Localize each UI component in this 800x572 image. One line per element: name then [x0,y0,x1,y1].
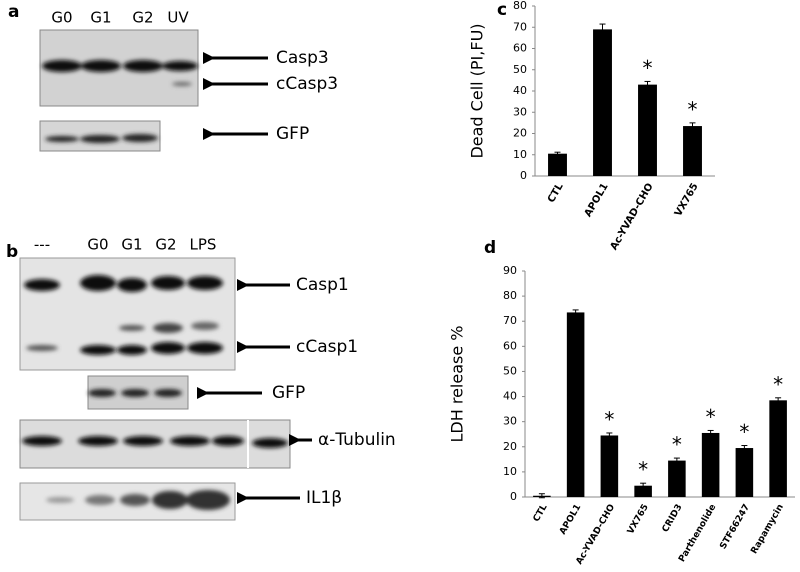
error-bar [689,122,696,130]
y-tick-label: 50 [503,364,517,377]
lane-label: G1 [121,236,142,254]
y-axis-label: LDH release % [448,326,467,443]
bar [701,432,720,497]
band-label: IL1β [306,488,342,508]
error-bar [538,493,545,499]
bar [593,29,612,176]
y-tick-label: 40 [503,390,517,403]
blot [19,257,236,371]
x-tick-label: APOL1 [558,503,583,537]
significance-marker: * [672,433,682,457]
significance-marker: * [643,56,653,80]
bar [769,400,787,497]
y-tick-label: 10 [503,465,517,478]
band-label: GFP [272,383,305,403]
y-tick-label: 70 [513,20,527,33]
band-label: Casp3 [276,48,329,68]
y-tick-label: 80 [503,289,517,302]
y-tick-label: 20 [513,127,527,140]
y-tick-label: 20 [503,440,517,453]
error-bar [741,445,748,452]
error-bar [707,429,714,436]
y-axis-label: Dead Cell (PI,FU) [468,23,487,158]
significance-marker: * [688,97,698,121]
bar [683,126,702,176]
x-tick-label: VX765 [673,181,701,218]
y-tick-label: 60 [503,339,517,352]
y-tick-label: 10 [513,148,527,161]
x-tick-label: Ac-YVAD-CHO [609,182,656,253]
y-tick-label: 70 [503,314,517,327]
error-bar [775,397,782,404]
band-label: α-Tubulin [318,430,396,450]
y-tick-label: 90 [503,264,517,277]
panel-label: b [6,242,18,262]
y-tick-label: 30 [513,105,527,118]
x-tick-label: CRID3 [661,503,685,535]
significance-marker: * [739,420,749,444]
panel-label: c [497,0,507,20]
blot [39,29,199,107]
significance-marker: * [604,407,614,431]
blot [19,419,291,469]
lane-label: UV [167,9,189,27]
x-tick-label: VX765 [626,503,651,536]
lane-label: G1 [90,9,111,27]
x-tick-label: Ac-YVAD-CHO [575,502,618,566]
lane-label: G2 [155,236,176,254]
bar [566,312,585,497]
x-tick-label: Parthenolide [677,503,718,564]
significance-marker: * [773,372,783,396]
error-bar [572,309,579,316]
x-tick-label: APOL1 [583,181,611,218]
y-tick-label: 60 [513,42,527,55]
bar [638,84,657,176]
x-tick-label: CTL [532,503,550,524]
blot [87,375,189,410]
bar [548,153,567,176]
x-tick-label: Rapamycin [749,503,785,556]
bar [634,485,652,497]
error-bar [599,23,606,36]
band-label: Casp1 [296,275,349,295]
error-bar [644,80,651,89]
x-tick-label: STF66247 [718,503,752,551]
lane-label: G0 [51,9,72,27]
panel-label: a [8,2,19,22]
bar [668,460,686,497]
band-label: cCasp3 [276,74,338,94]
error-bar [606,432,613,439]
blot [19,482,236,521]
error-bar [640,482,647,489]
y-tick-label: 80 [513,0,527,12]
blot [39,120,161,152]
x-tick-label: CTL [546,181,566,205]
lane-label: LPS [190,236,217,254]
significance-marker: * [706,405,716,429]
y-tick-label: 0 [510,490,517,503]
y-tick-label: 30 [503,415,517,428]
band-label: GFP [276,124,309,144]
significance-marker: * [638,458,648,482]
bar [735,448,754,497]
lane-label: G0 [87,236,108,254]
y-tick-label: 40 [513,84,527,97]
y-tick-label: 50 [513,63,527,76]
panel-label: d [484,238,496,258]
error-bar [554,151,561,156]
bar [600,435,619,497]
lane-label: --- [34,236,50,254]
lane-label: G2 [132,9,153,27]
band-label: cCasp1 [296,337,358,357]
error-bar [673,457,680,464]
y-tick-label: 0 [520,169,527,182]
